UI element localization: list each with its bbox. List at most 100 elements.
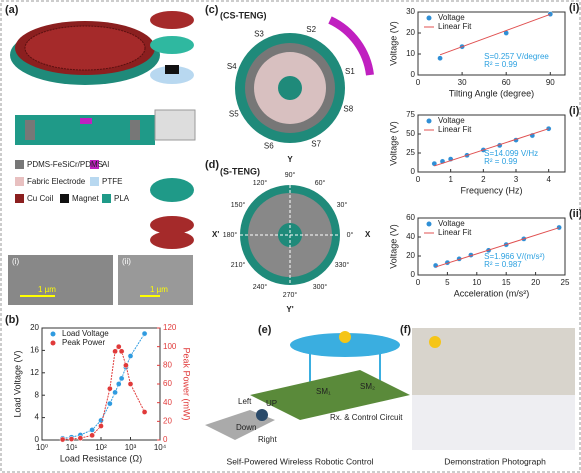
legend-label: Linear Fit xyxy=(438,22,472,31)
y-tick-label: 20 xyxy=(406,251,415,260)
angle-label: 300° xyxy=(313,283,328,291)
data-point xyxy=(118,348,125,355)
x-tick-label: 5 xyxy=(445,278,450,287)
y-tick-label: 30 xyxy=(406,7,415,16)
data-point xyxy=(89,432,95,439)
data-point xyxy=(112,348,118,355)
sem-scale: 1 µm xyxy=(150,285,168,294)
switch-label: SM₁ xyxy=(316,387,331,396)
y-tick-label: 50 xyxy=(406,129,415,138)
caption: Demonstration Photograph xyxy=(444,456,546,466)
y2-tick-label: 20 xyxy=(163,416,172,425)
x-axis-title: Acceleration (m/s²) xyxy=(454,288,530,298)
plot-frame xyxy=(417,217,566,276)
data-point xyxy=(547,11,554,17)
y-tick-label: 25 xyxy=(406,148,415,157)
legend-label: Magnet xyxy=(72,194,99,203)
y2-tick-label: 100 xyxy=(163,342,177,351)
segment-label: S6 xyxy=(264,141,274,150)
x-tick-label: 90 xyxy=(546,78,555,87)
y2-axis-title: Peak Power (mW) xyxy=(182,347,192,420)
legend-label: Linear Fit xyxy=(438,125,472,134)
series-line xyxy=(439,13,551,56)
axis-name: X' xyxy=(212,230,219,239)
y-axis-title: Voltage (V) xyxy=(388,121,398,166)
sem-label: (ii) xyxy=(122,257,131,266)
data-point xyxy=(556,224,562,231)
legend-label: Voltage xyxy=(438,116,465,125)
plot-frame xyxy=(417,114,566,173)
series-line xyxy=(434,128,549,167)
annotation: R² = 0.99 xyxy=(484,157,518,166)
data-point xyxy=(141,409,148,415)
x-tick-label: 2 xyxy=(481,175,486,184)
angle-label: 270° xyxy=(283,291,298,299)
data-point xyxy=(118,375,125,382)
legend-swatch xyxy=(50,331,56,337)
panel-label: (a) xyxy=(5,4,19,16)
direction-label: UP xyxy=(266,399,277,408)
direction-label: Down xyxy=(236,423,256,432)
data-point xyxy=(115,381,122,387)
angle-label: 330° xyxy=(335,261,350,269)
angle-label: 0° xyxy=(347,231,354,239)
angle-label: 210° xyxy=(231,261,246,269)
legend-label: PTFE xyxy=(102,177,122,186)
angle-label: 240° xyxy=(253,283,268,291)
angle-label: 150° xyxy=(231,201,246,209)
annotation: R² = 0.99 xyxy=(484,60,518,69)
segment-label: S5 xyxy=(229,109,239,118)
x-axis-title: Tilting Angle (degree) xyxy=(449,88,534,98)
y-tick-label: 75 xyxy=(406,110,415,119)
direction-label: Right xyxy=(258,435,277,444)
panel-label: (b) xyxy=(5,314,19,326)
legend-label: Al xyxy=(102,160,109,169)
annotation: R² = 0.987 xyxy=(484,260,522,269)
data-point xyxy=(107,385,113,392)
x-tick-label: 3 xyxy=(514,175,519,184)
data-point xyxy=(68,436,75,442)
sem-scale: 1 µm xyxy=(38,285,56,294)
data-point xyxy=(115,343,122,350)
y-axis-title: Voltage (V) xyxy=(388,224,398,269)
segment-label: S3 xyxy=(254,29,264,38)
x-tick-label: 15 xyxy=(502,278,511,287)
legend-label: Fabric Electrode xyxy=(27,177,86,186)
panel-label: (i) xyxy=(569,105,580,117)
legend-label: Voltage xyxy=(438,13,465,22)
photo-detail xyxy=(412,395,575,450)
y-axis-title: Voltage (V) xyxy=(388,21,398,66)
legend-label: PLA xyxy=(114,194,130,203)
y-tick-label: 12 xyxy=(30,368,39,377)
x-tick-label: 10² xyxy=(95,443,107,452)
annotation: S=14.099 V/Hz xyxy=(484,149,538,158)
annotation: S=0.257 V/degree xyxy=(484,52,549,61)
panel-title: (CS-TENG) xyxy=(220,10,267,20)
segment-label: S7 xyxy=(311,139,321,148)
x-tick-label: 10⁴ xyxy=(154,443,167,452)
y-tick-label: 10 xyxy=(406,49,415,58)
x-tick-label: 10¹ xyxy=(66,443,78,452)
x-tick-label: 0 xyxy=(416,278,421,287)
y-tick-label: 8 xyxy=(35,390,40,399)
legend-label: Peak Power xyxy=(62,338,105,347)
annotation: S=1.966 V/(m/s²) xyxy=(484,252,545,261)
legend-label: PDMS-FeSiCr/PDMS xyxy=(27,160,103,169)
x-tick-label: 30 xyxy=(458,78,467,87)
segment-label: S8 xyxy=(343,104,353,113)
switch-label: SM₂ xyxy=(360,382,375,391)
x-tick-label: 25 xyxy=(561,278,570,287)
segment-label: S1 xyxy=(345,67,355,76)
panel-label: (i) xyxy=(569,2,580,14)
x-tick-label: 20 xyxy=(531,278,540,287)
data-point xyxy=(432,262,439,269)
x-tick-label: 60 xyxy=(502,78,511,87)
y-axis-title: Load Voltage (V) xyxy=(12,350,22,417)
panel-label: (f) xyxy=(400,324,411,336)
y2-tick-label: 60 xyxy=(163,379,172,388)
segment-label: S2 xyxy=(306,25,316,34)
legend-swatch xyxy=(50,340,56,346)
x-tick-label: 4 xyxy=(546,175,551,184)
legend-swatch xyxy=(426,221,432,227)
circuit-label: Rx. & Control Circuit xyxy=(330,413,403,422)
